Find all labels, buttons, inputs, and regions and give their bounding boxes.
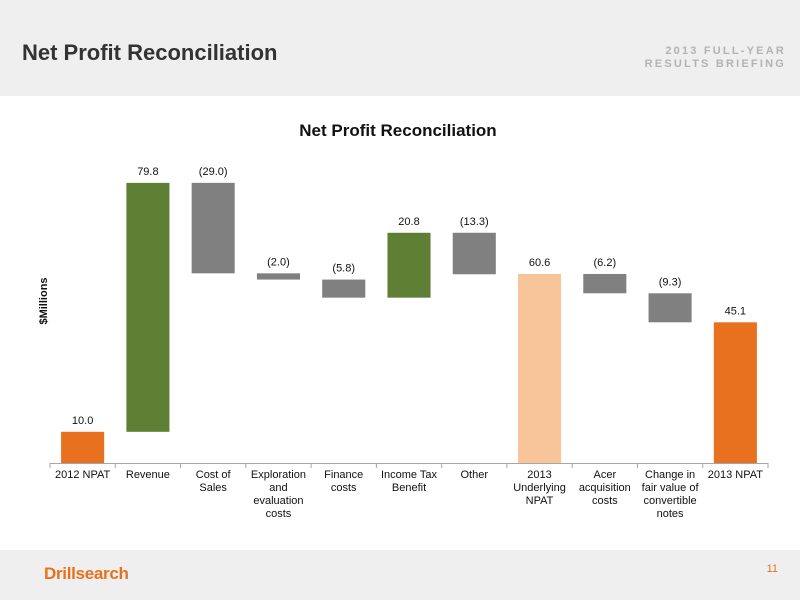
bar-6 bbox=[452, 232, 496, 275]
data-label-7: 60.6 bbox=[529, 257, 550, 269]
bar-10 bbox=[713, 322, 757, 463]
x-tick-label-line: Cost of bbox=[196, 469, 232, 481]
x-tick-label-line: Sales bbox=[199, 482, 227, 494]
data-label-6: (13.3) bbox=[460, 216, 489, 228]
data-labels-layer: 10.0 79.8 (29.0) (2.0) (5.8) 20.8 (13.3) 60.6 (6… bbox=[72, 166, 746, 427]
bars-layer bbox=[61, 182, 757, 463]
bar-9 bbox=[648, 293, 692, 323]
data-label-5: 20.8 bbox=[398, 216, 419, 228]
x-tick-label-line: Finance bbox=[324, 469, 363, 481]
x-tick-label-line: Benefit bbox=[392, 482, 426, 494]
waterfall-chart: Net Profit Reconciliation $Millions 10.0… bbox=[38, 121, 769, 520]
x-tick-label-line: Underlying bbox=[513, 482, 566, 494]
x-tick-label-line: NPAT bbox=[526, 495, 554, 507]
bar-1 bbox=[126, 182, 170, 432]
bar-3 bbox=[256, 273, 300, 280]
x-tick-label-line: and bbox=[269, 482, 287, 494]
x-tick-label-1: Revenue bbox=[126, 469, 170, 481]
x-ticks-layer bbox=[49, 463, 769, 468]
x-tick-label-line: evaluation bbox=[253, 495, 303, 507]
x-tick-label-line: costs bbox=[266, 508, 292, 520]
x-tick-label-9: Change in fair value of convertible notes bbox=[642, 469, 700, 520]
page-title: Net Profit Reconciliation bbox=[22, 40, 278, 65]
x-tick-label-line: 2013 bbox=[527, 469, 551, 481]
x-tick-label-3: Exploration and evaluation costs bbox=[251, 469, 306, 520]
bar-0 bbox=[61, 431, 105, 463]
data-label-3: (2.0) bbox=[267, 256, 290, 268]
header-bar bbox=[0, 0, 800, 96]
bar-2 bbox=[191, 182, 235, 274]
bar-5 bbox=[387, 232, 431, 298]
x-tick-label-line: Income Tax bbox=[381, 469, 438, 481]
x-tick-label-2: Cost of Sales bbox=[196, 469, 232, 494]
briefing-line-1: 2013 FULL-YEAR bbox=[665, 45, 786, 57]
x-tick-label-line: Revenue bbox=[126, 469, 170, 481]
x-tick-label-8: Acer acquisition costs bbox=[579, 469, 631, 507]
x-tick-label-line: Exploration bbox=[251, 469, 306, 481]
x-tick-label-0: 2012 NPAT bbox=[55, 469, 111, 481]
x-tick-label-line: Other bbox=[461, 469, 489, 481]
x-tick-label-line: Change in bbox=[645, 469, 695, 481]
x-tick-label-line: convertible bbox=[643, 495, 696, 507]
x-tick-label-6: Other bbox=[461, 469, 489, 481]
bar-8 bbox=[583, 273, 627, 294]
x-tick-label-line: notes bbox=[657, 508, 684, 520]
briefing-line-2: RESULTS BRIEFING bbox=[644, 58, 786, 70]
x-tick-label-line: acquisition bbox=[579, 482, 631, 494]
data-label-0: 10.0 bbox=[72, 415, 93, 427]
data-label-4: (5.8) bbox=[332, 263, 355, 275]
bar-7 bbox=[518, 273, 562, 463]
footer-bar bbox=[0, 550, 800, 600]
x-tick-label-4: Finance costs bbox=[324, 469, 363, 494]
x-tick-label-line: costs bbox=[592, 495, 618, 507]
briefing-label: 2013 FULL-YEAR RESULTS BRIEFING bbox=[645, 45, 786, 71]
drillsearch-logo: Drillsearch bbox=[44, 564, 129, 583]
data-label-1: 79.8 bbox=[137, 166, 158, 178]
x-tick-label-7: 2013 Underlying NPAT bbox=[513, 469, 566, 507]
page-number: 11 bbox=[766, 563, 778, 575]
x-tick-label-5: Income Tax Benefit bbox=[381, 469, 438, 494]
data-label-2: (29.0) bbox=[199, 166, 228, 178]
x-tick-label-line: 2012 NPAT bbox=[55, 469, 111, 481]
x-tick-label-10: 2013 NPAT bbox=[708, 469, 764, 481]
data-label-10: 45.1 bbox=[725, 305, 746, 317]
x-tick-label-line: fair value of bbox=[642, 482, 700, 494]
bar-4 bbox=[322, 279, 366, 298]
x-tick-label-line: Acer bbox=[594, 469, 617, 481]
chart-title: Net Profit Reconciliation bbox=[299, 121, 496, 140]
data-label-8: (6.2) bbox=[594, 257, 617, 269]
y-axis-label: $Millions bbox=[38, 277, 50, 324]
data-label-9: (9.3) bbox=[659, 276, 682, 288]
x-tick-label-line: 2013 NPAT bbox=[708, 469, 764, 481]
x-tick-label-line: costs bbox=[331, 482, 357, 494]
